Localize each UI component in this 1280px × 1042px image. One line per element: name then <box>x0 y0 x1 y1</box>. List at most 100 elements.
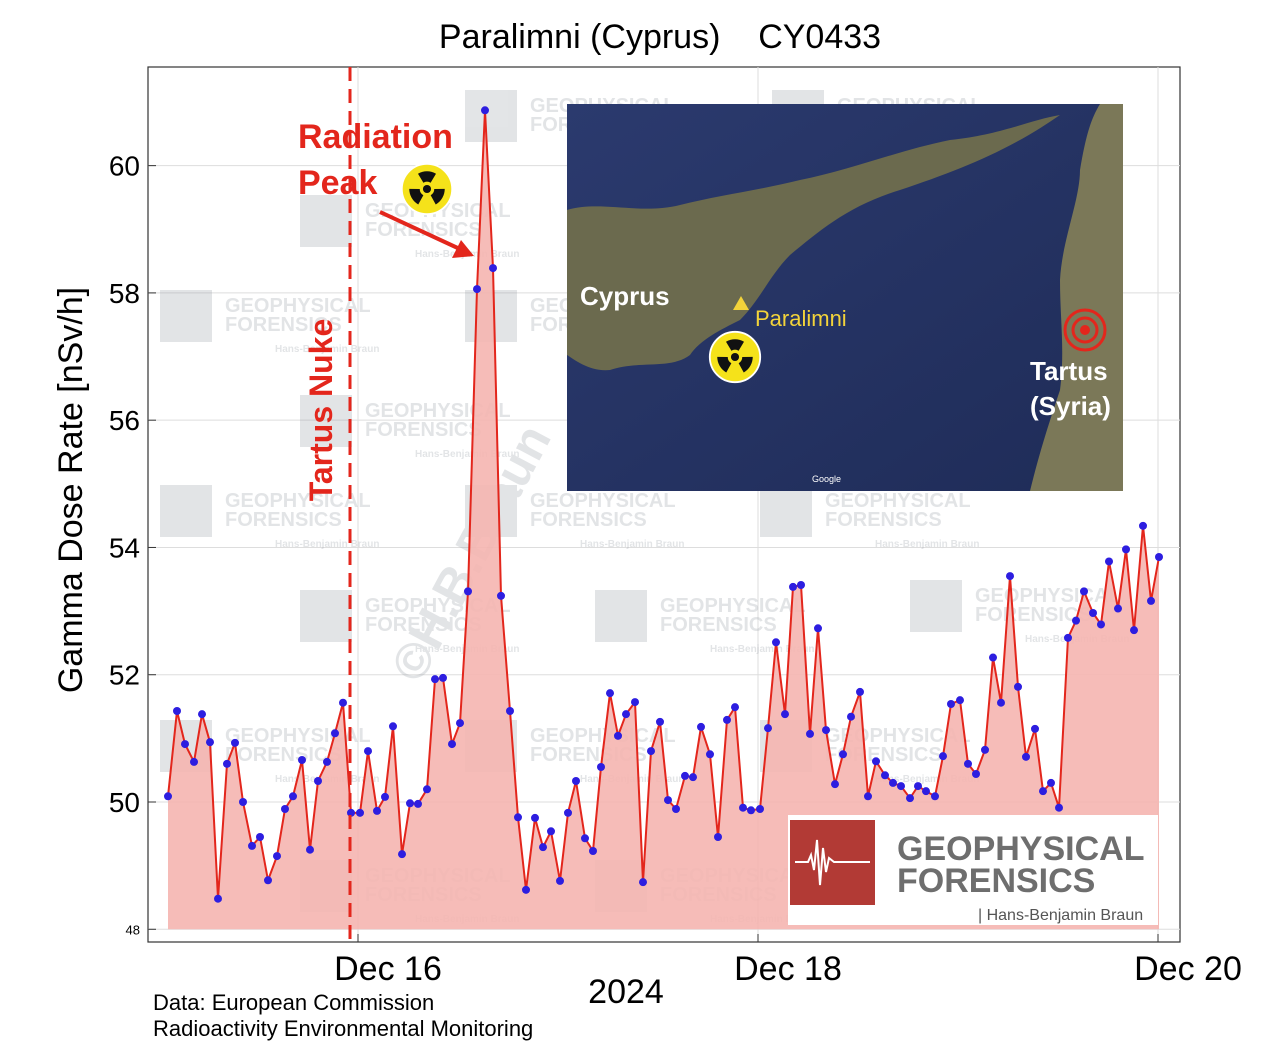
data-point <box>597 763 605 771</box>
data-point <box>647 747 655 756</box>
data-point <box>373 806 381 815</box>
data-point <box>781 710 789 719</box>
data-point <box>256 833 264 841</box>
data-point <box>1114 604 1122 613</box>
watermark-author: Hans-Benjamin Braun <box>415 449 519 460</box>
data-point <box>681 771 689 780</box>
data-point <box>1089 609 1097 617</box>
y-tick-label: 48 <box>126 922 140 937</box>
watermark-icon <box>160 485 212 537</box>
y-tick-label: 56 <box>109 405 140 436</box>
map-attribution: Google <box>812 474 841 484</box>
map-label: (Syria) <box>1030 391 1111 421</box>
watermark-text: FORENSICS <box>825 509 942 531</box>
data-point <box>531 813 539 822</box>
x-tick-label: Dec 20 <box>1134 950 1242 988</box>
data-point <box>639 878 647 887</box>
data-point <box>381 792 389 801</box>
watermark-text: FORENSICS <box>225 744 342 766</box>
data-point <box>456 719 464 728</box>
data-point <box>864 792 872 801</box>
watermark-text: GEOPHYSICAL <box>530 725 676 747</box>
watermark-text: FORENSICS <box>365 614 482 636</box>
watermark-text: GEOPHYSICAL <box>825 490 971 512</box>
data-point <box>806 729 814 738</box>
data-point <box>398 850 406 859</box>
watermark-icon <box>300 590 352 642</box>
data-point <box>423 785 431 794</box>
data-point <box>356 808 364 817</box>
data-point <box>514 813 522 822</box>
watermark-text: FORENSICS <box>365 419 482 441</box>
watermark-text: GEOPHYSICAL <box>225 490 371 512</box>
data-point <box>989 653 997 662</box>
watermark-icon <box>595 590 647 642</box>
watermark-icon <box>760 485 812 537</box>
y-tick-label: 58 <box>109 278 140 309</box>
data-point <box>697 722 705 731</box>
target-center <box>1080 325 1090 335</box>
data-point <box>406 799 414 808</box>
data-point <box>714 833 722 841</box>
data-point <box>739 803 747 812</box>
data-point <box>1022 752 1030 761</box>
data-point <box>814 624 822 633</box>
data-point <box>190 757 198 766</box>
peak-annotation: Radiation <box>298 118 453 156</box>
data-point <box>539 843 547 852</box>
logo-author: | Hans-Benjamin Braun <box>978 907 1143 924</box>
data-point <box>822 726 830 735</box>
radiation-icon <box>400 162 454 216</box>
data-point <box>264 876 272 885</box>
watermark-author: Hans-Benjamin Braun <box>275 539 379 550</box>
watermark-text: FORENSICS <box>530 509 647 531</box>
data-point <box>198 710 206 719</box>
data-point <box>631 698 639 707</box>
data-point <box>331 729 339 738</box>
watermark-icon <box>465 90 517 142</box>
data-point <box>589 847 597 855</box>
peak-arrowhead <box>452 240 474 258</box>
watermark-text: GEOPHYSICAL <box>660 595 806 617</box>
data-point <box>281 805 289 813</box>
data-point <box>1097 620 1105 629</box>
radiation-icon <box>708 330 762 384</box>
y-tick-label: 50 <box>109 787 140 818</box>
data-point <box>298 756 306 764</box>
data-point <box>506 707 514 715</box>
data-point <box>1155 553 1163 561</box>
data-point <box>764 724 772 733</box>
data-point <box>747 806 755 815</box>
data-point <box>847 712 855 721</box>
data-point <box>473 285 481 294</box>
data-point <box>672 805 680 813</box>
data-point <box>772 638 780 647</box>
map-cyprus <box>567 115 1060 371</box>
x-tick-label: Dec 16 <box>334 950 442 988</box>
data-point <box>564 808 572 817</box>
data-point <box>731 703 739 712</box>
watermark-author: Hans-Benjamin Braun <box>875 774 979 785</box>
data-point <box>306 845 314 854</box>
watermark-text: FORENSICS <box>660 614 777 636</box>
source-text: Data: European Commission <box>153 990 434 1015</box>
logo-text: GEOPHYSICAL <box>897 830 1144 868</box>
watermark-text: GEOPHYSICAL <box>530 490 676 512</box>
watermark-text: GEOPHYSICAL <box>225 295 371 317</box>
data-point <box>223 759 231 768</box>
data-point <box>872 757 880 766</box>
data-point <box>572 777 580 785</box>
data-point <box>431 675 439 684</box>
y-tick-label: 52 <box>109 660 140 691</box>
data-point <box>389 722 397 731</box>
data-point <box>1080 587 1088 596</box>
map-label: Cyprus <box>580 281 670 311</box>
data-point <box>314 777 322 785</box>
target-ring <box>1063 308 1107 352</box>
data-point <box>856 687 864 696</box>
data-point <box>248 841 256 850</box>
data-point <box>897 782 905 791</box>
watermark-text: FORENSICS <box>975 604 1092 626</box>
data-point <box>1039 787 1047 796</box>
